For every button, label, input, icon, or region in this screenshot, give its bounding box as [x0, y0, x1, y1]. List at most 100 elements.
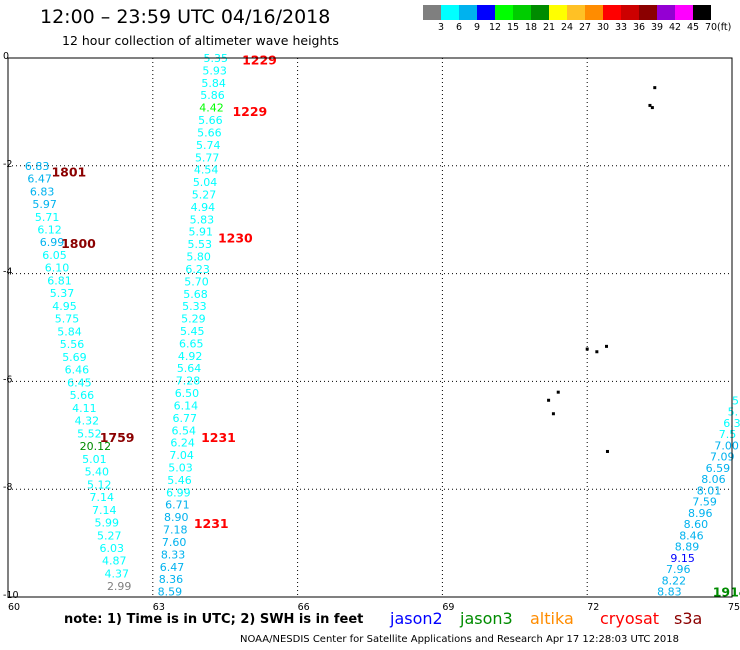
- color-swatch: [693, 5, 711, 20]
- wave-height-value: 7.96: [666, 563, 691, 576]
- wave-height-value: 6.83: [30, 185, 55, 198]
- wave-height-value: 5.40: [85, 466, 110, 479]
- color-scale-label: 15: [506, 22, 520, 33]
- color-scale-label: 30: [596, 22, 610, 33]
- color-scale-label: 70: [704, 22, 718, 33]
- wave-height-value: 5.66: [198, 114, 223, 127]
- wave-height-value: 5.45: [180, 325, 205, 338]
- wave-height-value: 4.54: [194, 164, 219, 177]
- color-swatch: [603, 5, 621, 20]
- wave-height-value: 4.42: [199, 102, 224, 115]
- wave-height-value: 4.87: [102, 555, 127, 568]
- pass-time-label: 1229: [242, 53, 277, 68]
- wave-height-value: 5.77: [195, 151, 220, 164]
- color-swatch: [495, 5, 513, 20]
- wave-height-value: 8.60: [684, 518, 709, 531]
- chart-title: 12:00 – 23:59 UTC 04/16/2018: [40, 6, 331, 28]
- island-marker: [595, 350, 599, 354]
- wave-height-value: 6.65: [179, 337, 204, 350]
- wave-height-value: 8.83: [657, 586, 682, 599]
- wave-height-value: 4.95: [52, 300, 77, 313]
- legend-jason3: jason3: [460, 609, 513, 628]
- wave-height-value: 5.93: [202, 64, 227, 77]
- wave-height-value: 5.: [732, 394, 740, 407]
- wave-height-value: 6.77: [173, 412, 198, 425]
- wave-height-value: 5.46: [167, 474, 192, 487]
- wave-height-value: 7.28: [176, 375, 201, 388]
- color-swatch: [423, 5, 441, 20]
- wave-height-value: 5.83: [190, 213, 215, 226]
- wave-height-value: 6.99: [40, 236, 64, 249]
- map-frame: [7, 57, 733, 598]
- wave-height-value: 4.94: [191, 201, 216, 214]
- color-swatch: [657, 5, 675, 20]
- wave-height-value: 5.01: [82, 453, 107, 466]
- color-swatch: [531, 5, 549, 20]
- color-swatch: [675, 5, 693, 20]
- wave-height-value: 6.10: [45, 262, 70, 275]
- wave-height-value: 6.50: [175, 387, 200, 400]
- wave-height-value: 7.18: [163, 524, 188, 537]
- lon-tick-label: 75: [728, 602, 740, 613]
- legend-jason2: jason2: [390, 609, 443, 628]
- wave-height-value: 7.09: [710, 451, 735, 464]
- color-swatch: [567, 5, 585, 20]
- wave-height-value: 4.92: [178, 350, 203, 363]
- wave-height-value: 8.36: [159, 573, 184, 586]
- wave-height-value: 6.23: [185, 263, 210, 276]
- wave-height-value: 6.05: [42, 249, 67, 262]
- wave-height-value: 5.04: [193, 176, 218, 189]
- wave-height-value: 5.27: [97, 529, 122, 542]
- color-scale-label: 24: [560, 22, 574, 33]
- wave-height-value: 7.14: [92, 504, 117, 517]
- island-marker: [551, 412, 555, 416]
- wave-height-value: 2.99: [107, 580, 131, 593]
- color-scale-label: 18: [524, 22, 538, 33]
- wave-height-value: 5.29: [181, 313, 206, 326]
- wave-height-value: 6.24: [170, 437, 195, 450]
- wave-height-value: 6.47: [160, 561, 185, 574]
- wave-height-value: 5.84: [201, 77, 226, 90]
- lon-tick-label: 63: [153, 602, 165, 613]
- wave-height-value: 5.66: [197, 126, 222, 139]
- wave-height-value: 7.04: [169, 449, 194, 462]
- lon-tick-label: 69: [442, 602, 454, 613]
- lon-tick-label: 60: [8, 602, 20, 613]
- lat-tick-label: -10: [3, 590, 19, 601]
- pass-time-label: 1800: [61, 236, 96, 251]
- wave-height-value: 5.27: [192, 189, 217, 202]
- pass-time-label: 1759: [100, 430, 135, 445]
- pass-time-label: 1231: [201, 430, 236, 445]
- legend-cryosat: cryosat: [600, 609, 660, 628]
- wave-height-value: 8.06: [701, 473, 726, 486]
- lon-tick-label: 72: [587, 602, 599, 613]
- wave-height-value: 5.84: [57, 325, 82, 338]
- island-marker: [653, 86, 657, 90]
- wave-height-value: 6.59: [706, 462, 731, 475]
- lat-tick-label: 0: [3, 51, 9, 62]
- lon-tick-label: 66: [298, 602, 310, 613]
- island-marker: [556, 390, 560, 394]
- color-swatch: [549, 5, 567, 20]
- wave-height-value: 5.: [728, 406, 739, 419]
- wave-height-value: 5.33: [182, 300, 207, 313]
- wave-height-value: 9.15: [670, 552, 695, 565]
- footer-credit: NOAA/NESDIS Center for Satellite Applica…: [240, 634, 679, 645]
- chart-subtitle: 12 hour collection of altimeter wave hei…: [62, 33, 339, 48]
- color-scale-label: 45: [686, 22, 700, 33]
- wave-height-value: 5.80: [186, 251, 211, 264]
- wave-height-value: 5.56: [60, 338, 85, 351]
- color-scale-label: 36: [632, 22, 646, 33]
- wave-height-value: 6.12: [37, 224, 62, 237]
- wave-height-value: 6.46: [65, 364, 90, 377]
- color-scale-label: 42: [668, 22, 682, 33]
- wave-height-value: 5.64: [177, 362, 202, 375]
- wave-height-value: 5.66: [70, 389, 95, 402]
- wave-height-value: 6.81: [47, 274, 72, 287]
- wave-height-value: 5.37: [50, 287, 75, 300]
- color-scale-label: 6: [455, 22, 463, 33]
- color-swatch: [513, 5, 531, 20]
- wave-height-value: 5.70: [184, 275, 209, 288]
- island-marker: [648, 103, 652, 107]
